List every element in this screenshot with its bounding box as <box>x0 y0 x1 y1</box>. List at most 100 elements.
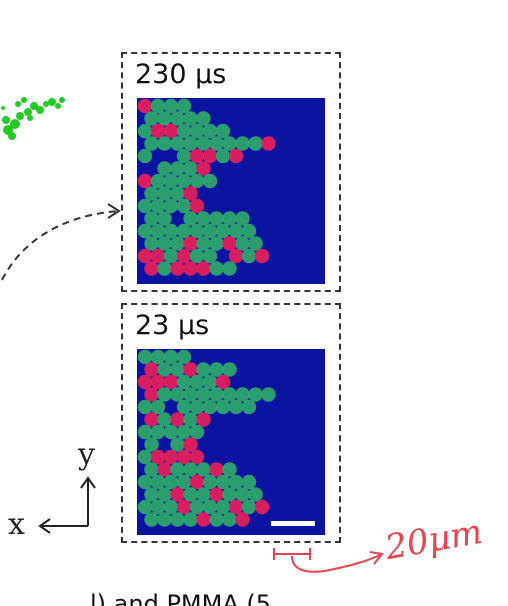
micrograph-230us <box>137 98 325 284</box>
particle <box>183 111 198 126</box>
particle <box>228 248 244 264</box>
particle <box>137 374 153 390</box>
particle <box>235 487 250 502</box>
particle <box>196 487 211 502</box>
particle <box>228 148 244 164</box>
particle <box>150 499 166 515</box>
particle <box>157 412 172 427</box>
particle <box>196 462 211 477</box>
particle <box>183 261 198 276</box>
particle <box>209 362 224 377</box>
particle <box>137 123 153 139</box>
particle <box>163 173 179 189</box>
particle <box>202 173 218 189</box>
particle <box>176 449 192 465</box>
particle <box>144 261 159 276</box>
particle <box>202 223 218 239</box>
caption-fragment: l) and PMMA (5 <box>90 590 272 606</box>
particle <box>196 512 211 527</box>
particle <box>150 223 166 239</box>
particle <box>222 512 237 527</box>
particle <box>176 123 192 139</box>
particle <box>157 211 172 226</box>
axis-x-label: x <box>8 507 25 542</box>
particle <box>189 223 205 239</box>
particle <box>157 387 172 402</box>
particle <box>176 499 192 515</box>
particle <box>163 248 179 264</box>
particle <box>144 111 159 126</box>
particle <box>150 474 166 490</box>
particle <box>202 499 218 515</box>
particle <box>157 487 172 502</box>
particle <box>137 399 153 415</box>
particle <box>176 424 192 440</box>
particle <box>183 387 198 402</box>
particle <box>228 223 244 239</box>
particle <box>157 462 172 477</box>
particle <box>176 474 192 490</box>
particle <box>189 248 205 264</box>
particle <box>144 412 159 427</box>
particle <box>189 449 205 465</box>
particle <box>150 248 166 264</box>
particle <box>176 349 192 365</box>
particle <box>170 462 185 477</box>
particle <box>176 223 192 239</box>
scale-bracket-icon <box>273 548 384 573</box>
particle <box>189 374 205 390</box>
particle <box>176 148 192 164</box>
particle <box>170 261 185 276</box>
particle <box>222 387 237 402</box>
particle <box>163 424 179 440</box>
scale-bar-icon <box>271 521 315 526</box>
particle <box>170 512 185 527</box>
particle <box>170 136 185 151</box>
particle <box>196 362 211 377</box>
particle <box>150 123 166 139</box>
scale-annotation: 20µm <box>382 511 486 569</box>
particle <box>261 387 276 402</box>
particle <box>209 136 224 151</box>
particle <box>222 211 237 226</box>
particle <box>215 374 231 390</box>
particle <box>222 136 237 151</box>
particle <box>170 161 185 176</box>
particle <box>150 98 166 114</box>
particle <box>209 487 224 502</box>
particle <box>144 211 159 226</box>
particle <box>196 161 211 176</box>
particle <box>157 512 172 527</box>
particle <box>144 362 159 377</box>
particle <box>248 136 263 151</box>
particle <box>222 487 237 502</box>
particle <box>150 399 166 415</box>
particle <box>209 211 224 226</box>
particle <box>183 487 198 502</box>
particle <box>196 387 211 402</box>
particle <box>157 136 172 151</box>
micrograph-23us <box>137 349 325 535</box>
particle <box>222 462 237 477</box>
particle <box>163 349 179 365</box>
particle <box>144 462 159 477</box>
particle <box>183 136 198 151</box>
particle <box>137 349 153 365</box>
particle <box>248 236 263 251</box>
particle <box>137 198 153 214</box>
particle <box>215 223 231 239</box>
particle <box>170 412 185 427</box>
particle <box>144 487 159 502</box>
particle <box>137 148 153 164</box>
particle <box>137 474 153 490</box>
particle <box>235 211 250 226</box>
particle <box>163 123 179 139</box>
particle <box>144 437 159 452</box>
particle <box>209 512 224 527</box>
particle <box>241 223 257 239</box>
particle <box>150 198 166 214</box>
particle <box>235 512 250 527</box>
particle <box>183 211 198 226</box>
particle <box>170 186 185 201</box>
